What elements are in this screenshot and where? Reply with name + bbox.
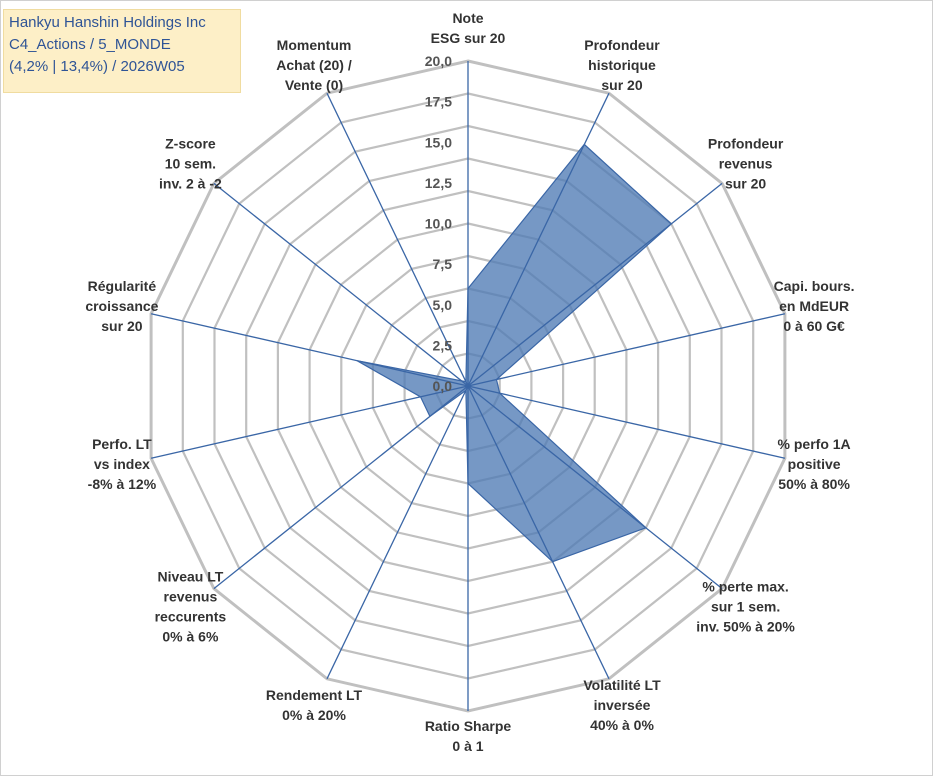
axis-label: Z-score 10 sem. inv. 2 à -2 xyxy=(159,136,222,192)
tick-label: 17,5 xyxy=(425,94,452,110)
axis-label: Profondeur historique sur 20 xyxy=(584,37,660,93)
axis-label-line: Z-score xyxy=(165,136,216,152)
axis-label-line: en MdEUR xyxy=(779,298,849,314)
axis-label-line: 0 à 1 xyxy=(452,738,483,754)
axis-label-line: Régularité xyxy=(88,278,157,294)
tick-label: 2,5 xyxy=(433,337,453,353)
axis-label-line: 0 à 60 G€ xyxy=(783,318,845,334)
axis-label: Note ESG sur 20 xyxy=(431,10,506,46)
axis-label-line: Profondeur xyxy=(584,37,660,53)
axis-label-line: Rendement LT xyxy=(266,687,363,703)
axis-label-line: croissance xyxy=(85,298,158,314)
axis-label-line: Niveau LT xyxy=(157,568,223,584)
axis-label-line: Volatilité LT xyxy=(583,677,661,693)
axis-label-line: vs index xyxy=(94,456,150,472)
title-line-category: C4_Actions / 5_MONDE xyxy=(9,36,171,53)
axis-label: % perfo 1A positive 50% à 80% xyxy=(778,436,851,492)
tick-label: 15,0 xyxy=(425,134,452,150)
axis-label: Momentum Achat (20) / Vente (0) xyxy=(276,37,352,93)
axis-label-line: 0% à 20% xyxy=(282,707,346,723)
axis-label-line: Capi. bours. xyxy=(774,278,855,294)
spoke-line xyxy=(467,92,610,387)
axis-label: Profondeur revenus sur 20 xyxy=(708,136,784,192)
axis-label-line: revenus xyxy=(164,588,218,604)
spoke-line xyxy=(467,313,786,387)
axis-label: Régularité croissance sur 20 xyxy=(85,278,158,334)
axis-label: Niveau LT revenus reccurents 0% à 6% xyxy=(155,568,227,644)
tick-label: 0,0 xyxy=(433,378,453,394)
spoke-line xyxy=(213,385,469,590)
axis-labels: Note ESG sur 20 Profondeur historique sur 20… xyxy=(85,10,854,754)
axis-label: Perfo. LT vs index -8% à 12% xyxy=(88,436,157,492)
axis-label-line: revenus xyxy=(719,156,773,172)
axis-label: Rendement LT 0% à 20% xyxy=(266,687,363,723)
axis-label-line: sur 20 xyxy=(725,176,766,192)
spoke-line xyxy=(326,92,469,387)
axis-label-line: historique xyxy=(588,57,656,73)
axis-label-line: sur 20 xyxy=(101,318,142,334)
tick-label: 5,0 xyxy=(433,297,453,313)
axis-label-line: sur 20 xyxy=(601,77,642,93)
spoke-line xyxy=(467,385,723,590)
spoke-line xyxy=(150,385,469,459)
axis-label-line: % perte max. xyxy=(702,578,788,594)
axis-label-line: 0% à 6% xyxy=(162,628,219,644)
tick-label: 20,0 xyxy=(425,53,452,69)
axis-label-line: 10 sem. xyxy=(165,156,216,172)
axis-label: Capi. bours. en MdEUR 0 à 60 G€ xyxy=(774,278,855,334)
spoke-line xyxy=(467,385,610,680)
title-line-period: (4,2% | 13,4%) / 2026W05 xyxy=(9,58,185,75)
spoke-line xyxy=(467,385,786,459)
axis-label-line: inv. 2 à -2 xyxy=(159,176,222,192)
spoke-line xyxy=(150,313,469,387)
spoke-line xyxy=(467,182,723,387)
axis-label-line: sur 1 sem. xyxy=(711,598,780,614)
axis-label-line: Profondeur xyxy=(708,136,784,152)
tick-label: 7,5 xyxy=(433,256,453,272)
axis-label-line: Ratio Sharpe xyxy=(425,718,512,734)
axis-label-line: 50% à 80% xyxy=(778,476,850,492)
axis-label-line: Momentum xyxy=(277,37,352,53)
axis-label-line: -8% à 12% xyxy=(88,476,157,492)
radar-spokes xyxy=(150,61,786,711)
title-line-company: Hankyu Hanshin Holdings Inc xyxy=(9,14,206,31)
radial-tick-labels: 0,0 2,5 5,0 7,5 10,0 12,5 15,0 17,5 20,0 xyxy=(425,53,452,394)
axis-label-line: reccurents xyxy=(155,608,227,624)
spoke-line xyxy=(326,385,469,680)
axis-label-line: Achat (20) / xyxy=(276,57,352,73)
axis-label-line: ESG sur 20 xyxy=(431,30,506,46)
axis-label-line: positive xyxy=(788,456,841,472)
axis-label-line: Perfo. LT xyxy=(92,436,152,452)
axis-label-line: Vente (0) xyxy=(285,77,343,93)
axis-label-line: inv. 50% à 20% xyxy=(696,618,795,634)
axis-label-line: 40% à 0% xyxy=(590,717,654,733)
tick-label: 12,5 xyxy=(425,175,452,191)
spoke-line xyxy=(213,182,469,387)
tick-label: 10,0 xyxy=(425,216,452,232)
axis-label-line: % perfo 1A xyxy=(778,436,851,452)
axis-label: % perte max. sur 1 sem. inv. 50% à 20% xyxy=(696,578,795,634)
axis-label: Ratio Sharpe 0 à 1 xyxy=(425,718,512,754)
axis-label-line: inversée xyxy=(594,697,651,713)
axis-label: Volatilité LT inversée 40% à 0% xyxy=(583,677,661,733)
axis-label-line: Note xyxy=(452,10,483,26)
chart-title-box: Hankyu Hanshin Holdings Inc C4_Actions /… xyxy=(3,9,241,93)
